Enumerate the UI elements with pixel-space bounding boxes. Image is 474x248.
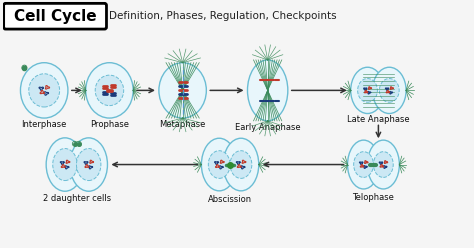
Text: Abscission: Abscission [208,195,252,204]
FancyBboxPatch shape [4,3,107,29]
Ellipse shape [95,75,124,106]
Ellipse shape [53,149,77,181]
Ellipse shape [247,60,288,121]
Text: Cell Cycle: Cell Cycle [14,9,96,24]
Ellipse shape [347,140,380,189]
Ellipse shape [86,63,133,118]
Ellipse shape [358,79,377,102]
Text: 2 daughter cells: 2 daughter cells [43,194,111,203]
Ellipse shape [373,67,406,114]
Text: Interphase: Interphase [21,120,67,129]
Ellipse shape [209,151,230,178]
Ellipse shape [29,74,60,107]
Ellipse shape [20,63,68,118]
Ellipse shape [70,138,108,191]
Ellipse shape [374,152,393,177]
Ellipse shape [230,151,252,178]
Ellipse shape [379,79,399,102]
Text: Definition, Phases, Regulation, Checkpoints: Definition, Phases, Regulation, Checkpoi… [109,11,337,21]
Ellipse shape [46,138,84,191]
Ellipse shape [201,138,237,191]
Ellipse shape [354,152,374,177]
Text: Prophase: Prophase [90,120,129,129]
Text: Early Anaphase: Early Anaphase [235,123,301,132]
Ellipse shape [351,67,384,114]
Ellipse shape [223,138,259,191]
Text: Telophase: Telophase [353,193,394,202]
Text: Late Anaphase: Late Anaphase [347,116,410,124]
Text: Metaphase: Metaphase [159,120,206,129]
Ellipse shape [367,140,400,189]
Ellipse shape [76,149,101,181]
Ellipse shape [159,63,206,118]
